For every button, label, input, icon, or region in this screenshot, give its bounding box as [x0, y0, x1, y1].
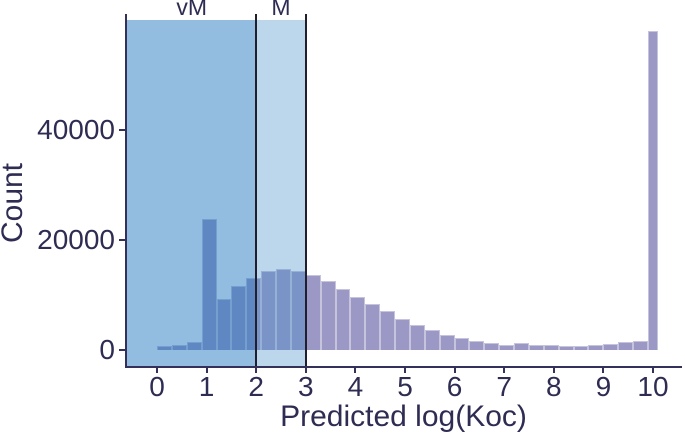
x-tick [304, 368, 307, 373]
y-tick [119, 238, 125, 241]
histogram-bar [469, 341, 485, 351]
y-axis-line [125, 14, 127, 368]
y-tick-label: 20000 [37, 223, 115, 255]
regions-layer [127, 14, 680, 366]
vlines-layer [127, 14, 680, 366]
region-label-vm: vM [176, 0, 208, 20]
x-tick-label: 8 [545, 371, 562, 402]
histogram-bar [528, 344, 544, 351]
x-tick [403, 368, 406, 373]
histogram-bar [558, 345, 574, 351]
x-axis-title: Predicted log(Koc) [280, 400, 527, 433]
x-tick [354, 368, 357, 373]
histogram-bar [350, 296, 366, 350]
x-tick [552, 368, 555, 373]
histogram-bar [320, 280, 336, 351]
plot-panel [127, 14, 680, 366]
histogram-bar [499, 344, 515, 351]
histogram-bar [171, 344, 187, 351]
x-tick [602, 368, 605, 373]
x-tick-label: 10 [637, 371, 669, 402]
x-tick [156, 368, 158, 373]
x-tick-label: 4 [347, 371, 364, 402]
histogram-bar [633, 340, 648, 351]
histogram-bar [514, 342, 529, 351]
bars-layer [127, 14, 680, 366]
y-tick-label: 40000 [37, 113, 115, 145]
region-m [256, 19, 306, 366]
x-tick [503, 368, 506, 373]
x-tick-label: 0 [149, 371, 165, 402]
histogram-bar [365, 304, 381, 351]
histogram-bar [201, 218, 217, 350]
x-tick-label: 5 [397, 371, 413, 402]
y-tick [119, 128, 125, 131]
histogram-bar [439, 334, 455, 351]
histogram-bar [186, 342, 202, 351]
y-tick [119, 349, 125, 352]
histogram-bar [573, 345, 589, 351]
histogram-bar [603, 343, 619, 350]
threshold-line-x2 [255, 14, 258, 366]
region-label-m: M [271, 0, 291, 20]
histogram-bar [157, 346, 172, 351]
histogram-bar [424, 330, 440, 351]
histogram-bar [246, 278, 262, 351]
x-tick [205, 368, 208, 373]
x-tick-label: 7 [496, 371, 512, 402]
x-tick-label: 1 [198, 371, 215, 402]
histogram-bar [335, 288, 351, 351]
threshold-line-x3 [304, 14, 307, 366]
histogram-bar [454, 338, 470, 351]
histogram-bar [618, 342, 634, 351]
histogram-bar [261, 271, 277, 351]
histogram-bar [276, 269, 291, 351]
histogram-bar [409, 324, 425, 350]
x-tick [255, 368, 258, 373]
x-tick [453, 368, 456, 373]
histogram-bar [648, 30, 658, 350]
histogram-bar [231, 286, 247, 351]
histogram-bar [484, 343, 500, 351]
histogram-bar [380, 311, 396, 350]
y-axis-title: Count [0, 162, 29, 244]
histogram-bar [216, 298, 232, 350]
histogram-bar [395, 318, 410, 351]
histogram-bar [588, 345, 604, 351]
y-tick-label: 0 [99, 334, 115, 366]
x-tick [651, 368, 654, 373]
x-tick-label: 6 [446, 371, 463, 402]
x-tick-label: 2 [248, 371, 264, 402]
histogram-bar [543, 345, 559, 351]
region-vm [127, 19, 257, 366]
x-tick-label: 9 [595, 371, 612, 402]
x-tick-label: 3 [297, 371, 314, 402]
x-axis-line [125, 366, 682, 368]
